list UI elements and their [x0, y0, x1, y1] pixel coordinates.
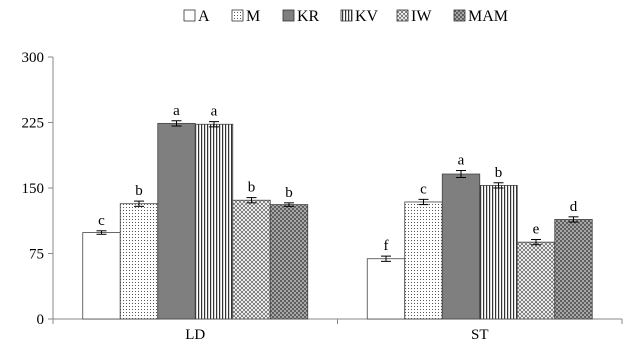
bar: [479, 184, 518, 320]
significance-letter: b: [248, 180, 256, 196]
significance-letter: d: [570, 199, 578, 215]
significance-letter: b: [285, 185, 293, 201]
significance-letter: e: [533, 222, 540, 238]
legend-swatch: [282, 9, 295, 22]
significance-letter: b: [495, 165, 503, 181]
significance-letter: f: [384, 238, 389, 254]
legend-label: KR: [297, 8, 320, 25]
significance-letter: a: [211, 104, 218, 120]
x-tick-label: ST: [471, 327, 489, 343]
legend-swatch: [231, 9, 244, 22]
y-tick-label: 300: [22, 50, 45, 66]
legend-label: M: [246, 8, 260, 25]
bar: [119, 203, 159, 320]
y-tick-label: 150: [22, 181, 45, 197]
legend-label: IW: [411, 8, 432, 25]
y-axis: 0 75 150 225 300: [22, 50, 54, 328]
significance-letter: a: [173, 103, 180, 119]
bar: [516, 241, 556, 320]
bar: [157, 122, 196, 320]
bars: c f b c a a a b b e b d: [82, 103, 593, 320]
x-tick-label: LD: [185, 327, 205, 343]
legend-swatch: [183, 9, 196, 22]
bar: [194, 123, 234, 320]
significance-letter: c: [98, 213, 105, 229]
bar: [441, 173, 481, 320]
legend-swatch: [396, 9, 409, 22]
significance-letter: a: [458, 153, 465, 169]
x-axis: LD ST: [52, 318, 623, 343]
legend-swatch: [453, 9, 466, 22]
legend: A M KR KV IW MAM: [183, 8, 508, 25]
bar: [232, 199, 271, 320]
bar: [269, 204, 309, 320]
bar: [366, 258, 406, 320]
legend-label: KV: [355, 8, 379, 25]
legend-label: MAM: [468, 8, 508, 25]
y-tick-label: 75: [29, 247, 44, 263]
bar: [82, 232, 121, 320]
y-tick-label: 225: [22, 116, 45, 132]
legend-label: A: [198, 8, 210, 25]
significance-letter: b: [135, 183, 143, 199]
y-tick-label: 0: [37, 312, 45, 328]
bar: [554, 219, 593, 320]
bar: [404, 201, 443, 320]
legend-swatch: [340, 9, 353, 22]
significance-letter: c: [420, 181, 427, 197]
